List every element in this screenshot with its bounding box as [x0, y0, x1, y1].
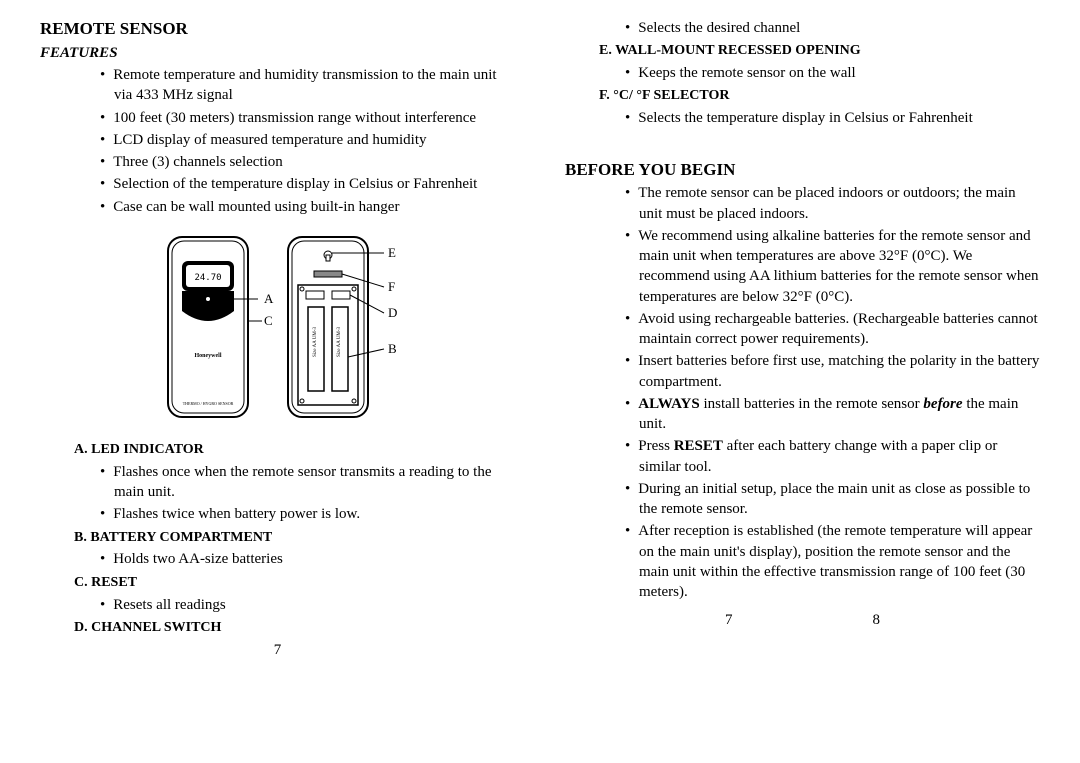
list-item: Selects the desired channel — [625, 18, 1040, 38]
svg-text:A: A — [264, 291, 274, 306]
text-span: Press — [638, 438, 673, 454]
list-item: Remote temperature and humidity transmis… — [100, 65, 515, 106]
list-b: Holds two AA-size batteries — [100, 549, 515, 569]
list-f: Selects the temperature display in Celsi… — [625, 108, 1040, 128]
list-item: Keeps the remote sensor on the wall — [625, 63, 1040, 83]
before-label: before — [923, 396, 962, 412]
list-item: After reception is established (the remo… — [625, 521, 1040, 602]
sensor-svg: 24.70 Honeywell THERMO / HYGRO SENSOR A … — [128, 227, 428, 427]
sensor-diagram: 24.70 Honeywell THERMO / HYGRO SENSOR A … — [40, 227, 515, 427]
left-column: REMOTE SENSOR FEATURES Remote temperatur… — [40, 18, 515, 763]
text-span: install batteries in the remote sensor — [700, 396, 924, 412]
svg-text:E: E — [388, 245, 396, 260]
list-item: Three (3) channels selection — [100, 152, 515, 172]
subheading-f: F. °C/ °F SELECTOR — [599, 87, 1040, 106]
list-item: Flashes once when the remote sensor tran… — [100, 462, 515, 503]
subheading-d: D. CHANNEL SWITCH — [74, 619, 515, 638]
list-d: Selects the desired channel — [625, 18, 1040, 38]
list-e: Keeps the remote sensor on the wall — [625, 63, 1040, 83]
list-c: Resets all readings — [100, 595, 515, 615]
page-number-left: 7 — [40, 640, 515, 660]
svg-text:Size AA UM-3: Size AA UM-3 — [313, 326, 318, 357]
list-item: We recommend using alkaline batteries fo… — [625, 226, 1040, 307]
list-item: Avoid using rechargeable batteries. (Rec… — [625, 309, 1040, 350]
subheading-a: A. LED INDICATOR — [74, 441, 515, 460]
list-item: During an initial setup, place the main … — [625, 479, 1040, 520]
list-item: Insert batteries before first use, match… — [625, 351, 1040, 392]
svg-text:24.70: 24.70 — [194, 273, 221, 283]
list-item: Case can be wall mounted using built-in … — [100, 197, 515, 217]
section-title-before-you-begin: BEFORE YOU BEGIN — [565, 159, 1040, 182]
page-numbers-right: 7 8 — [565, 610, 1040, 630]
svg-text:Size AA UM-3: Size AA UM-3 — [337, 326, 342, 357]
svg-text:F: F — [388, 279, 395, 294]
list-item: Holds two AA-size batteries — [100, 549, 515, 569]
features-list: Remote temperature and humidity transmis… — [100, 65, 515, 217]
page-number: 8 — [873, 610, 881, 630]
list-item: Resets all readings — [100, 595, 515, 615]
list-item: Selection of the temperature display in … — [100, 174, 515, 194]
always-label: ALWAYS — [638, 396, 699, 412]
reset-label: RESET — [674, 438, 723, 454]
right-column: Selects the desired channel E. WALL-MOUN… — [565, 18, 1040, 763]
list-item: ALWAYS install batteries in the remote s… — [625, 394, 1040, 435]
list-a: Flashes once when the remote sensor tran… — [100, 462, 515, 525]
subheading-b: B. BATTERY COMPARTMENT — [74, 529, 515, 548]
section-title-remote-sensor: REMOTE SENSOR — [40, 18, 515, 41]
list-item: 100 feet (30 meters) transmission range … — [100, 108, 515, 128]
page-number: 7 — [725, 610, 733, 630]
svg-text:Honeywell: Honeywell — [194, 353, 221, 359]
list-item: Selects the temperature display in Celsi… — [625, 108, 1040, 128]
list-item: The remote sensor can be placed indoors … — [625, 183, 1040, 224]
svg-text:D: D — [388, 305, 397, 320]
subheading-c: C. RESET — [74, 574, 515, 593]
svg-text:B: B — [388, 341, 397, 356]
list-item: Flashes twice when battery power is low. — [100, 504, 515, 524]
subheading-features: FEATURES — [40, 43, 515, 63]
svg-text:THERMO / HYGRO SENSOR: THERMO / HYGRO SENSOR — [182, 401, 233, 406]
svg-text:C: C — [264, 313, 273, 328]
list-item: LCD display of measured temperature and … — [100, 130, 515, 150]
before-you-begin-list: The remote sensor can be placed indoors … — [625, 183, 1040, 602]
list-item: Press RESET after each battery change wi… — [625, 436, 1040, 477]
subheading-e: E. WALL-MOUNT RECESSED OPENING — [599, 42, 1040, 61]
